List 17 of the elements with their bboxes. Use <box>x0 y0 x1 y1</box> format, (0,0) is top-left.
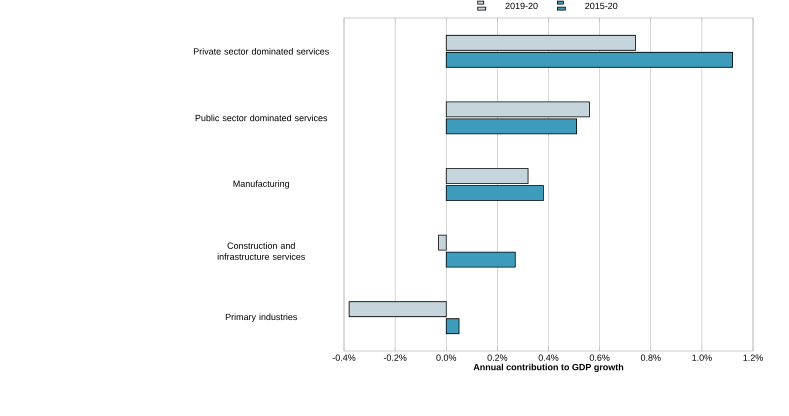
x-tick-label: 0.2% <box>488 354 508 361</box>
x-tick-label: 0.6% <box>590 354 610 361</box>
y-tick-label: Construction and infrastructure services <box>218 242 305 260</box>
x-tick-label: 1.0% <box>692 354 712 361</box>
y-tick-label: Private sector dominated services <box>194 48 329 55</box>
y-tick-label: Primary industries <box>226 314 298 322</box>
x-tick-label: 0.0% <box>436 354 456 361</box>
x-tick-label: 0.8% <box>640 354 661 361</box>
y-tick-label: Public sector dominated services <box>196 114 328 122</box>
x-axis-title: Annual contribution to GDP growth <box>474 364 624 372</box>
x-tick-label: 0.4% <box>538 354 558 361</box>
x-tick-label: -0.2% <box>384 354 407 361</box>
x-tick-label: -0.4% <box>332 354 356 361</box>
legend-label: 2019-20 <box>506 2 538 10</box>
y-tick-label: Manufacturing <box>234 180 290 189</box>
x-tick-label: 1.2% <box>743 354 763 361</box>
legend-label: 2015-20 <box>585 2 618 10</box>
